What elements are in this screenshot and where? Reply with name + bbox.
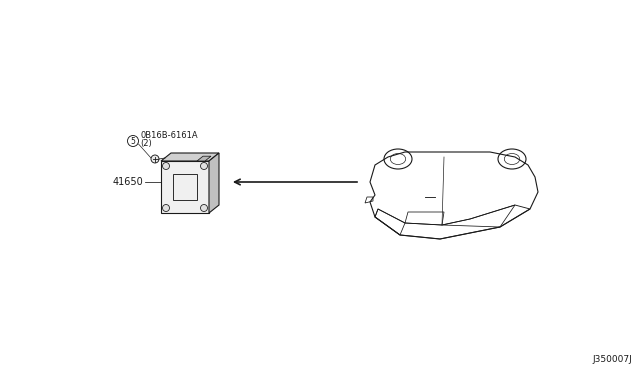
Polygon shape — [161, 153, 219, 161]
Text: 5: 5 — [131, 137, 136, 145]
Text: 41650: 41650 — [112, 177, 143, 187]
Polygon shape — [161, 161, 209, 213]
Polygon shape — [197, 156, 211, 161]
Text: (2): (2) — [141, 139, 152, 148]
Circle shape — [200, 163, 207, 170]
Text: 0B16B-6161A: 0B16B-6161A — [141, 131, 198, 140]
Circle shape — [200, 205, 207, 212]
Circle shape — [163, 163, 170, 170]
Polygon shape — [209, 153, 219, 213]
Text: J350007J: J350007J — [592, 355, 632, 364]
Circle shape — [163, 205, 170, 212]
Circle shape — [151, 155, 159, 163]
